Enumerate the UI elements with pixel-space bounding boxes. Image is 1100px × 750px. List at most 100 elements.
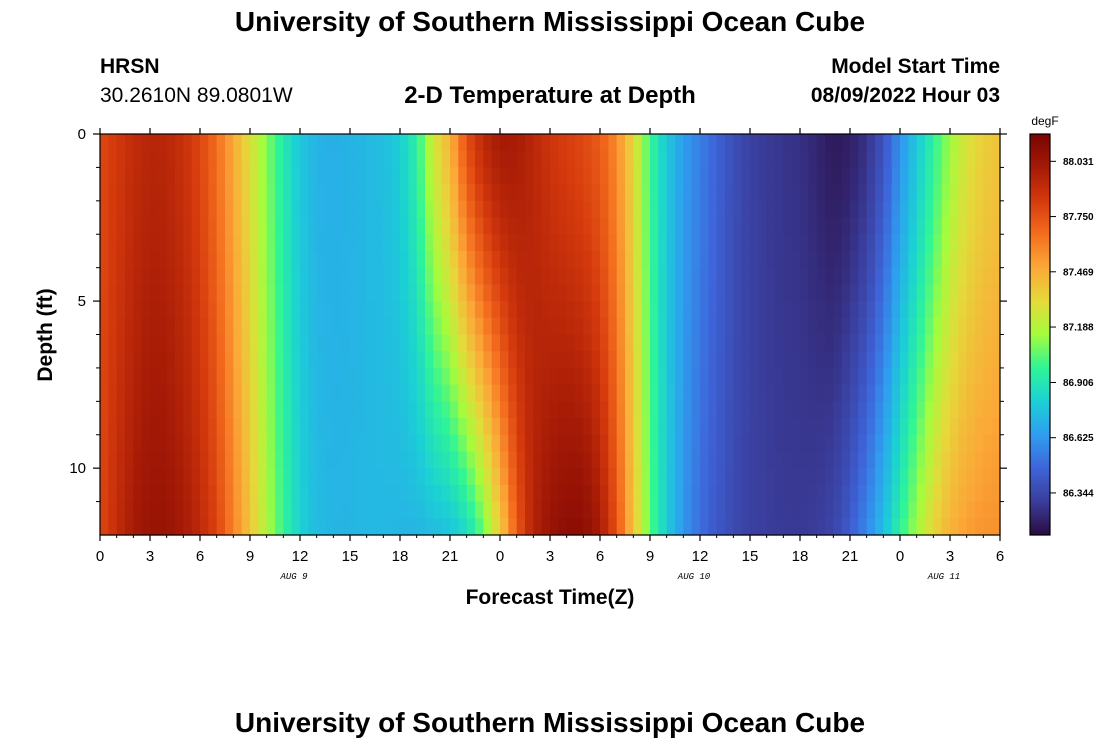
heatmap-cell: [266, 301, 276, 319]
heatmap-cell: [625, 134, 634, 152]
heatmap-cell: [883, 217, 893, 235]
heatmap-cell: [166, 134, 176, 152]
heatmap-cell: [558, 184, 568, 202]
heatmap-cell: [325, 167, 334, 185]
heatmap-cell: [641, 200, 651, 219]
heatmap-cell: [958, 334, 968, 352]
heatmap-cell: [241, 150, 251, 169]
heatmap-cell: [100, 418, 109, 436]
heatmap-cell: [366, 200, 376, 219]
heatmap-cell: [766, 284, 776, 302]
heatmap-cell: [566, 518, 576, 536]
heatmap-cell: [866, 451, 876, 469]
heatmap-cell: [350, 451, 359, 469]
heatmap-cell: [600, 367, 609, 386]
heatmap-cell: [991, 284, 1001, 302]
heatmap-cell: [950, 317, 959, 336]
heatmap-cell: [108, 301, 118, 319]
heatmap-cell: [875, 434, 884, 453]
heatmap-cell: [783, 367, 793, 386]
heatmap-cell: [566, 351, 576, 369]
heatmap-cell: [766, 317, 776, 336]
heatmap-cell: [233, 434, 243, 453]
heatmap-cell: [283, 301, 293, 319]
heatmap-cell: [316, 317, 326, 336]
heatmap-cell: [733, 334, 743, 352]
heatmap-cell: [641, 250, 651, 269]
heatmap-cell: [158, 418, 168, 436]
heatmap-cell: [658, 401, 668, 419]
heatmap-cell: [875, 250, 884, 269]
heatmap-cell: [858, 267, 868, 285]
heatmap-cell: [225, 150, 234, 169]
heatmap-cell: [575, 468, 584, 486]
heatmap-cell: [275, 217, 284, 235]
heatmap-cell: [858, 234, 868, 252]
heatmap-cell: [316, 434, 326, 453]
heatmap-cell: [141, 451, 151, 469]
heatmap-cell: [141, 418, 151, 436]
heatmap-cell: [125, 518, 134, 536]
heatmap-cell: [925, 134, 934, 152]
heatmap-cell: [450, 418, 459, 436]
heatmap-cell: [941, 167, 951, 185]
heatmap-cell: [516, 351, 526, 369]
heatmap-cell: [650, 418, 659, 436]
heatmap-cell: [433, 451, 443, 469]
heatmap-cell: [591, 401, 601, 419]
heatmap-cell: [841, 351, 851, 369]
heatmap-cell: [916, 234, 926, 252]
heatmap-cell: [200, 301, 209, 319]
heatmap-cell: [716, 351, 726, 369]
heatmap-cell: [183, 217, 193, 235]
heatmap-cell: [150, 317, 159, 336]
heatmap-cell: [225, 501, 234, 519]
heatmap-cell: [716, 468, 726, 486]
heatmap-cell: [400, 468, 409, 486]
heatmap-cell: [766, 250, 776, 269]
heatmap-cell: [441, 284, 451, 302]
heatmap-cell: [533, 200, 543, 219]
heatmap-cell: [366, 317, 376, 336]
heatmap-cell: [291, 351, 301, 369]
heatmap-cell: [491, 418, 501, 436]
heatmap-cell: [325, 150, 334, 169]
heatmap-cell: [408, 418, 418, 436]
heatmap-cell: [975, 384, 984, 402]
heatmap-cell: [391, 217, 401, 235]
heatmap-cell: [508, 451, 518, 469]
heatmap-cell: [766, 200, 776, 219]
heatmap-cell: [408, 317, 418, 336]
heatmap-cell: [166, 267, 176, 285]
heatmap-cell: [675, 334, 684, 352]
heatmap-cell: [116, 401, 126, 419]
heatmap-cell: [708, 484, 718, 503]
heatmap-cell: [550, 250, 559, 269]
heatmap-cell: [716, 384, 726, 402]
heatmap-cell: [216, 217, 226, 235]
heatmap-cell: [533, 301, 543, 319]
heatmap-cell: [366, 367, 376, 386]
heatmap-cell: [883, 351, 893, 369]
heatmap-cell: [833, 267, 843, 285]
heatmap-cell: [141, 351, 151, 369]
heatmap-cell: [566, 501, 576, 519]
heatmap-cell: [233, 518, 243, 536]
heatmap-cell: [966, 434, 976, 453]
heatmap-cell: [175, 301, 184, 319]
heatmap-cell: [775, 167, 784, 185]
heatmap-cell: [666, 518, 676, 536]
heatmap-cell: [125, 284, 134, 302]
heatmap-cell: [866, 267, 876, 285]
heatmap-cell: [791, 267, 801, 285]
heatmap-cell: [341, 301, 351, 319]
heatmap-cell: [891, 284, 901, 302]
heatmap-cell: [175, 367, 184, 386]
heatmap-cell: [975, 418, 984, 436]
heatmap-cell: [975, 134, 984, 152]
heatmap-cell: [266, 250, 276, 269]
heatmap-cell: [791, 468, 801, 486]
heatmap-cell: [433, 468, 443, 486]
heatmap-cell: [608, 250, 618, 269]
heatmap-cell: [291, 150, 301, 169]
